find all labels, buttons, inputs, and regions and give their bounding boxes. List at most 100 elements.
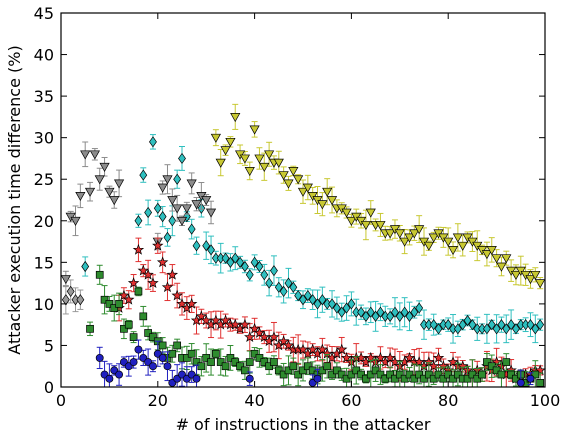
y-tick-label: 0 [44,378,54,397]
data-point [134,345,143,354]
data-point [507,319,516,331]
data-point [100,295,109,304]
data-point [195,310,208,322]
data-point [394,229,405,239]
data-point [115,300,123,308]
data-point [250,349,259,358]
data-point [531,323,540,335]
data-point [225,137,236,148]
data-point [197,362,206,371]
data-point [492,366,501,375]
data-point [110,304,119,312]
data-point [434,370,443,379]
y-tick-label: 25 [34,170,54,189]
data-point [405,370,414,379]
data-point [86,324,94,333]
data-point [482,323,491,335]
data-point [124,320,133,329]
data-point [289,362,298,371]
data-point [414,225,425,235]
data-point [361,310,370,322]
data-point [104,187,115,197]
data-point [395,310,404,322]
data-point [454,370,462,379]
data-point [202,240,211,252]
x-tick-label: 40 [244,391,264,410]
data-point [250,256,259,268]
data-point [139,312,148,321]
x-axis: 0 20 40 60 80 100 [56,13,560,410]
data-point [429,374,438,383]
y-tick-label: 35 [34,87,54,106]
data-point [409,229,420,239]
data-point [306,343,319,355]
data-point [432,351,445,363]
y-tick-label: 10 [34,295,54,314]
data-point [244,331,256,342]
data-point [297,187,309,197]
data-point [279,285,288,298]
data-point [173,341,182,350]
data-point [158,211,167,223]
data-point [308,294,317,306]
data-point [134,287,143,296]
data-point [158,341,167,350]
data-point [132,243,145,255]
data-point [149,136,157,148]
y-tick-label: 30 [34,129,54,148]
data-point [375,221,386,231]
data-point [142,268,154,280]
data-point [497,370,506,379]
data-point [152,239,164,251]
data-point [172,204,183,214]
data-point [201,196,212,206]
data-point [415,302,424,314]
data-point [284,277,293,289]
data-point [357,306,366,318]
data-point [221,252,230,264]
data-point [84,187,96,197]
data-point [181,204,192,214]
data-point [207,244,215,256]
data-point [526,319,535,331]
data-point [241,366,249,375]
data-point [352,366,361,375]
data-point [502,358,511,366]
data-point [105,374,114,383]
data-point [192,240,201,252]
x-tick-label: 80 [438,391,458,410]
data-point [326,196,338,206]
data-point [293,175,304,185]
data-point [274,366,283,375]
data-point [192,374,201,383]
data-point [492,323,501,335]
data-point [289,281,298,293]
data-point [365,208,376,218]
data-point [413,356,425,367]
data-point [176,216,188,226]
data-point [322,187,333,197]
data-point [265,277,274,289]
x-axis-label: # of instructions in the attacker [176,415,431,434]
data-point [337,370,346,379]
data-point [144,329,152,337]
data-point [487,362,496,371]
data-point [468,319,477,331]
data-point [340,351,353,363]
data-point [216,358,225,366]
data-point [453,323,462,335]
data-point [61,294,70,306]
data-point [333,366,341,375]
data-point [491,254,502,264]
data-point [395,370,404,379]
data-point [526,374,535,383]
data-point [371,366,380,375]
data-point [516,378,525,387]
y-tick-label: 45 [34,4,54,23]
data-point [66,285,75,298]
data-point [323,362,332,371]
data-point [507,370,515,379]
data-point [219,314,232,326]
data-point [362,374,370,383]
data-point [399,237,410,247]
